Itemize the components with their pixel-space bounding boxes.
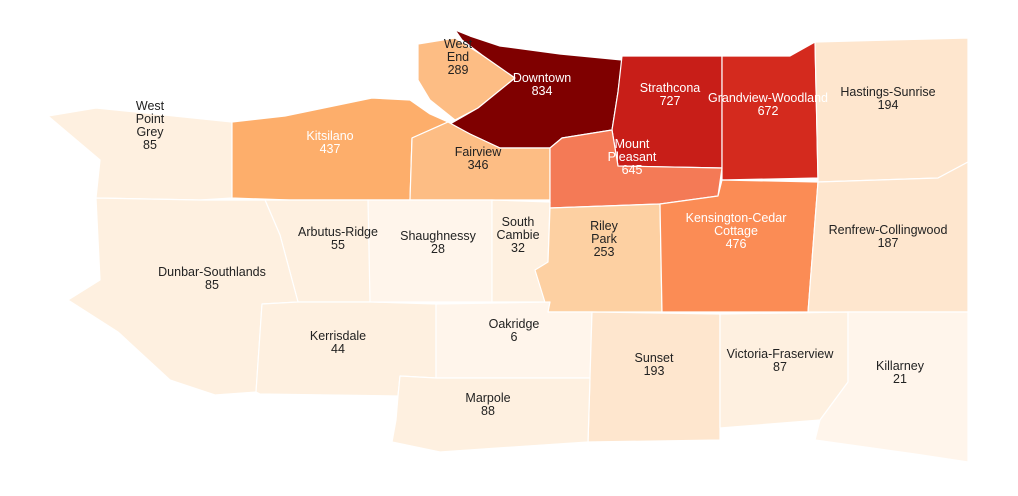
label-name-part: Downtown: [513, 71, 571, 85]
label-west-point-grey: West Point Grey 85: [136, 99, 165, 152]
label-riley-park: Riley Park 253: [590, 219, 619, 259]
region-sunset[interactable]: [587, 311, 721, 443]
label-value: 645: [622, 163, 643, 177]
label-value: 85: [205, 278, 219, 292]
label-name-part: Cambie: [496, 228, 539, 242]
label-value: 87: [773, 360, 787, 374]
label-value: 834: [532, 84, 553, 98]
label-renfrew-collingwood: Renfrew-Collingwood 187: [829, 223, 948, 250]
label-killarney: Killarney 21: [876, 359, 925, 386]
label-name-part: Cottage: [714, 224, 758, 238]
label-name-part: Kerrisdale: [310, 329, 366, 343]
label-name-part: End: [447, 50, 469, 64]
label-strathcona: Strathcona 727: [640, 81, 701, 108]
label-value: 193: [644, 364, 665, 378]
label-value: 55: [331, 238, 345, 252]
label-name-part: Dunbar-Southlands: [158, 265, 266, 279]
label-dunbar-southlands: Dunbar-Southlands 85: [158, 265, 266, 292]
label-kerrisdale: Kerrisdale 44: [310, 329, 366, 356]
label-name-part: Victoria-Fraserview: [727, 347, 835, 361]
label-value: 346: [468, 158, 489, 172]
label-value: 85: [143, 138, 157, 152]
label-value: 187: [878, 236, 899, 250]
label-name-part: Hastings-Sunrise: [840, 85, 935, 99]
label-hastings-sunrise: Hastings-Sunrise 194: [840, 85, 935, 112]
label-name-part: Strathcona: [640, 81, 701, 95]
label-sunset: Sunset 193: [635, 351, 674, 378]
region-shaughnessy[interactable]: [367, 199, 493, 303]
label-mount-pleasant: Mount Pleasant 645: [608, 137, 657, 177]
label-value: 28: [431, 242, 445, 256]
region-renfrew-collingwood[interactable]: [807, 161, 969, 313]
label-west-end: West End 289: [444, 37, 473, 77]
label-name-part: Sunset: [635, 351, 674, 365]
label-value: 672: [758, 104, 779, 118]
label-name-part: Arbutus-Ridge: [298, 225, 378, 239]
label-kitsilano: Kitsilano 437: [306, 129, 353, 156]
label-name-part: Kensington-Cedar: [686, 211, 787, 225]
label-name-part: Oakridge: [489, 317, 540, 331]
label-name-part: Point: [136, 112, 165, 126]
label-value: 6: [511, 330, 518, 344]
label-name-part: South: [502, 215, 535, 229]
label-name-part: West: [136, 99, 165, 113]
label-name-part: Park: [591, 232, 617, 246]
label-name-part: Kitsilano: [306, 129, 353, 143]
label-marpole: Marpole 88: [465, 391, 510, 418]
label-fairview: Fairview 346: [455, 145, 503, 172]
label-name-part: West: [444, 37, 473, 51]
label-victoria-fraserview: Victoria-Fraserview 87: [727, 347, 835, 374]
label-name-part: Killarney: [876, 359, 925, 373]
label-value: 289: [448, 63, 469, 77]
region-killarney[interactable]: [814, 311, 969, 463]
label-grandview-woodland: Grandview-Woodland 672: [708, 91, 828, 118]
label-value: 727: [660, 94, 681, 108]
label-name-part: Mount: [615, 137, 650, 151]
label-oakridge: Oakridge 6: [489, 317, 540, 344]
label-arbutus-ridge: Arbutus-Ridge 55: [298, 225, 378, 252]
label-value: 253: [594, 245, 615, 259]
label-value: 194: [878, 98, 899, 112]
label-name-part: Riley: [590, 219, 619, 233]
label-value: 44: [331, 342, 345, 356]
label-name-part: Marpole: [465, 391, 510, 405]
label-value: 476: [726, 237, 747, 251]
label-name-part: Pleasant: [608, 150, 657, 164]
label-downtown: Downtown 834: [513, 71, 571, 98]
region-west-point-grey[interactable]: [47, 107, 233, 201]
label-value: 32: [511, 241, 525, 255]
label-name-part: Fairview: [455, 145, 503, 159]
label-south-cambie: South Cambie 32: [496, 215, 539, 255]
label-shaughnessy: Shaughnessy 28: [400, 229, 477, 256]
label-kensington-cedar-cottage: Kensington-Cedar Cottage 476: [686, 211, 787, 251]
label-name-part: Grey: [136, 125, 164, 139]
label-name-part: Grandview-Woodland: [708, 91, 828, 105]
label-value: 437: [320, 142, 341, 156]
label-name-part: Renfrew-Collingwood: [829, 223, 948, 237]
label-name-part: Shaughnessy: [400, 229, 477, 243]
label-value: 21: [893, 372, 907, 386]
label-value: 88: [481, 404, 495, 418]
region-marpole[interactable]: [391, 375, 591, 453]
